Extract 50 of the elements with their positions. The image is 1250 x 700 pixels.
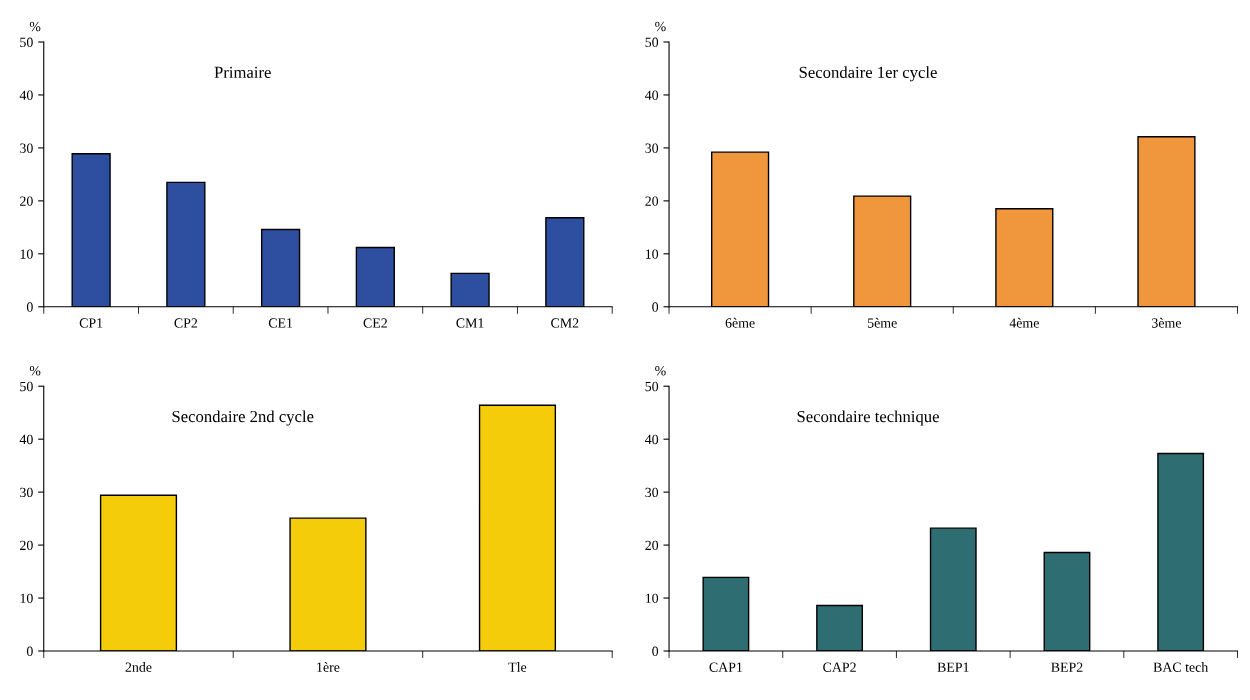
y-tick-label: 0: [26, 646, 33, 656]
y-tick-label: 30: [645, 143, 659, 153]
y-tick-label: 30: [20, 143, 33, 153]
x-tick-label: 6ème: [725, 317, 755, 328]
y-tick-label: 20: [645, 196, 659, 206]
x-tick-label: BEP2: [1051, 662, 1083, 672]
x-tick-label: 3ème: [1152, 317, 1181, 328]
y-tick-label: 10: [645, 593, 659, 603]
y-tick-label: 20: [20, 196, 33, 206]
y-tick-label: 50: [20, 381, 33, 392]
y-axis-title: %: [655, 21, 666, 32]
y-axis-title: %: [655, 366, 666, 376]
y-tick-label: 50: [645, 37, 659, 47]
text: Secondaire 1er cycle: [799, 66, 937, 82]
y-tick-label: 40: [645, 90, 659, 100]
y-tick-label: 10: [645, 249, 659, 259]
x-tick-label: 5ème: [867, 317, 897, 328]
x-tick-label: BEP1: [937, 662, 969, 672]
x-tick-label: 4ème: [1009, 317, 1039, 328]
y-tick-label: 50: [645, 381, 659, 392]
x-tick-label: Tle: [508, 662, 527, 672]
y-tick-label: 0: [652, 646, 659, 656]
x-tick-label: CAP2: [823, 662, 856, 672]
y-tick-label: 0: [26, 302, 33, 312]
y-tick-label: 20: [20, 540, 33, 551]
text: Secondaire 2nd cycle: [172, 410, 314, 426]
x-tick-label: CE2: [363, 318, 387, 328]
y-axis-title: %: [29, 21, 41, 32]
y-tick-label: 30: [20, 487, 33, 498]
y-tick-label: 10: [20, 593, 33, 603]
x-tick-label: CP2: [174, 318, 198, 328]
y-tick-label: 40: [645, 434, 659, 445]
x-tick-label: 1ère: [317, 662, 340, 672]
x-tick-label: CP1: [79, 318, 103, 328]
y-tick-label: 50: [20, 37, 33, 47]
x-tick-label: 2nde: [125, 662, 152, 672]
text: Primaire: [214, 66, 271, 78]
y-tick-label: 20: [645, 540, 659, 551]
y-tick-label: 40: [19, 90, 33, 100]
x-tick-label: CM1: [456, 318, 484, 328]
x-tick-label: CM2: [551, 318, 579, 328]
x-tick-label: CE1: [268, 318, 293, 328]
y-tick-label: 0: [652, 302, 659, 312]
y-tick-label: 30: [645, 487, 659, 498]
y-axis-title: %: [29, 366, 41, 376]
y-tick-label: 40: [19, 434, 33, 445]
x-tick-label: CAP1: [709, 662, 743, 672]
y-tick-label: 10: [20, 249, 33, 259]
x-tick-label: BAC tech: [1153, 662, 1209, 672]
text: Secondaire technique: [797, 410, 939, 426]
